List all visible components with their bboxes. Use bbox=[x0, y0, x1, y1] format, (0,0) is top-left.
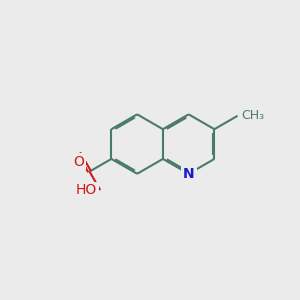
Text: N: N bbox=[183, 167, 194, 181]
Text: CH₃: CH₃ bbox=[241, 109, 264, 122]
Text: HO: HO bbox=[76, 183, 97, 197]
Text: O: O bbox=[74, 154, 84, 169]
